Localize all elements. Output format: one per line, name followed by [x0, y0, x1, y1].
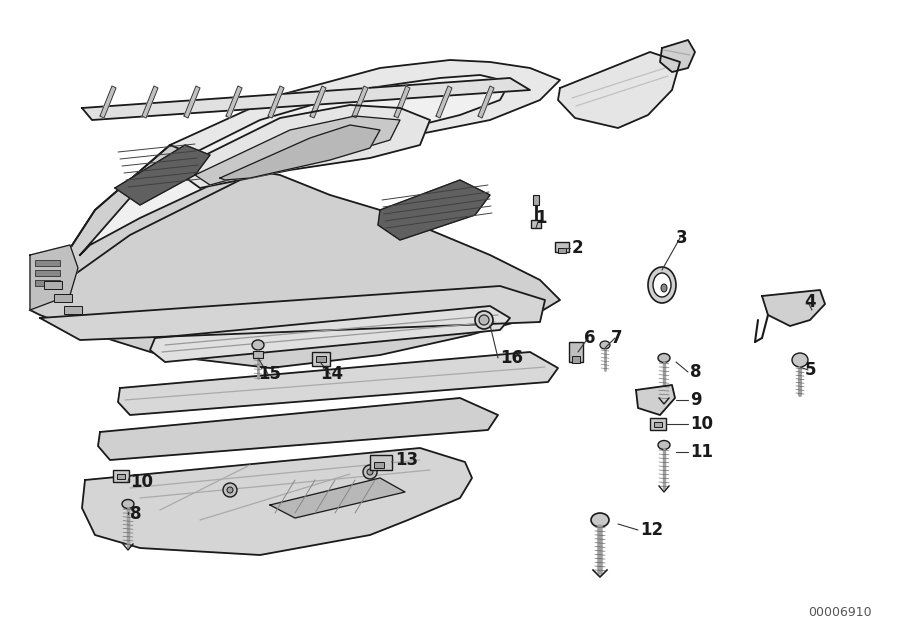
Bar	[572, 356, 580, 363]
Text: 4: 4	[805, 293, 815, 311]
Polygon shape	[115, 145, 210, 205]
Bar	[374, 462, 384, 468]
Ellipse shape	[661, 284, 667, 292]
Polygon shape	[195, 116, 400, 185]
Polygon shape	[118, 352, 558, 415]
Ellipse shape	[792, 353, 808, 367]
Polygon shape	[82, 448, 472, 555]
Polygon shape	[636, 385, 675, 415]
Text: 12: 12	[640, 521, 663, 539]
Bar	[654, 422, 662, 427]
Ellipse shape	[122, 500, 134, 509]
Text: 1: 1	[535, 209, 546, 227]
Text: 2: 2	[572, 239, 583, 257]
Text: 13: 13	[395, 451, 419, 469]
Polygon shape	[142, 86, 158, 118]
Polygon shape	[268, 86, 284, 118]
Polygon shape	[558, 52, 680, 128]
Polygon shape	[40, 286, 545, 340]
Bar	[531, 220, 541, 228]
Text: 10: 10	[130, 473, 153, 491]
Polygon shape	[30, 245, 78, 310]
Bar	[316, 356, 326, 362]
Circle shape	[223, 483, 237, 497]
Circle shape	[363, 465, 377, 479]
Bar	[35, 270, 60, 276]
Bar	[253, 351, 263, 358]
Ellipse shape	[653, 273, 671, 297]
Bar	[555, 242, 569, 252]
Bar	[35, 280, 60, 286]
Bar	[650, 418, 666, 430]
Polygon shape	[100, 86, 116, 118]
Bar	[35, 260, 60, 266]
Ellipse shape	[600, 341, 610, 349]
Text: 14: 14	[320, 365, 344, 383]
Bar	[64, 306, 82, 314]
Text: 9: 9	[690, 391, 702, 409]
Text: 5: 5	[805, 361, 815, 379]
Polygon shape	[762, 290, 825, 326]
Circle shape	[479, 315, 489, 325]
Bar	[54, 294, 72, 302]
Polygon shape	[184, 86, 200, 118]
Bar	[117, 474, 125, 479]
Polygon shape	[270, 478, 405, 518]
Text: 8: 8	[130, 505, 141, 523]
Text: 15: 15	[258, 365, 282, 383]
Polygon shape	[82, 78, 530, 120]
Polygon shape	[436, 86, 452, 118]
Polygon shape	[220, 125, 380, 180]
Text: 8: 8	[690, 363, 701, 381]
Polygon shape	[175, 105, 430, 188]
Bar	[533, 195, 539, 205]
Text: 7: 7	[611, 329, 623, 347]
Polygon shape	[226, 86, 242, 118]
Circle shape	[475, 311, 493, 329]
Polygon shape	[478, 86, 494, 118]
Bar	[44, 281, 62, 289]
Polygon shape	[98, 398, 498, 460]
Polygon shape	[30, 145, 560, 368]
Ellipse shape	[252, 340, 264, 350]
Polygon shape	[150, 306, 510, 362]
Bar	[113, 470, 129, 482]
Polygon shape	[394, 86, 410, 118]
Bar	[569, 342, 583, 362]
Polygon shape	[310, 86, 326, 118]
Text: 00006910: 00006910	[808, 606, 872, 618]
Circle shape	[367, 469, 373, 475]
Polygon shape	[660, 40, 695, 72]
Text: 10: 10	[690, 415, 713, 433]
Bar	[370, 455, 392, 470]
Text: 11: 11	[690, 443, 713, 461]
Ellipse shape	[648, 267, 676, 303]
Text: 6: 6	[584, 329, 596, 347]
Polygon shape	[352, 86, 368, 118]
Polygon shape	[30, 60, 560, 310]
Ellipse shape	[658, 441, 670, 450]
Ellipse shape	[658, 354, 670, 363]
Text: 3: 3	[676, 229, 688, 247]
Bar	[312, 352, 330, 366]
Polygon shape	[378, 180, 490, 240]
Text: 16: 16	[500, 349, 523, 367]
Polygon shape	[80, 75, 510, 255]
Circle shape	[227, 487, 233, 493]
Bar	[558, 248, 566, 253]
Ellipse shape	[591, 513, 609, 527]
